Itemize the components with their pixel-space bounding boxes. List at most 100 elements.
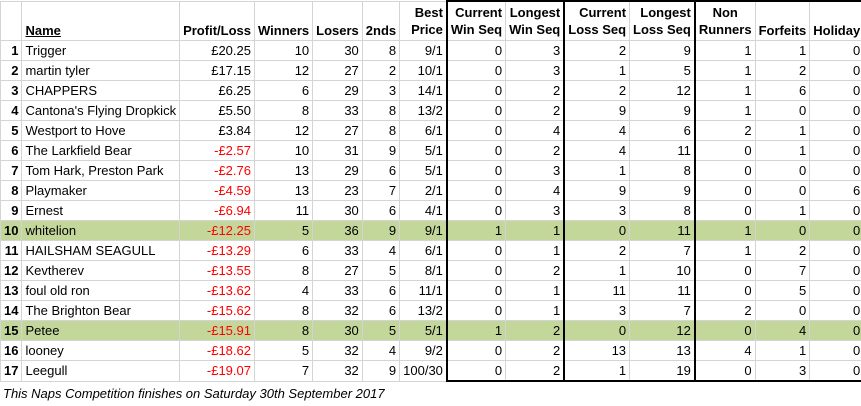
cell-longest-win-seq[interactable]: 2 bbox=[505, 140, 566, 161]
cell-profit-loss[interactable]: £17.15 bbox=[179, 60, 255, 81]
cell-non-runners[interactable]: 1 bbox=[694, 240, 756, 261]
header-non-runners[interactable]: Non Runners bbox=[694, 0, 756, 41]
cell-best-price[interactable]: 9/1 bbox=[399, 220, 448, 241]
cell-longest-win-seq[interactable]: 3 bbox=[505, 40, 566, 61]
cell-current-loss-seq[interactable]: 0 bbox=[563, 220, 631, 241]
cell-current-win-seq[interactable]: 0 bbox=[445, 300, 507, 321]
cell-profit-loss[interactable]: -£19.07 bbox=[179, 360, 255, 382]
cell-non-runners[interactable]: 1 bbox=[694, 40, 756, 61]
cell-losers[interactable]: 27 bbox=[312, 120, 363, 141]
cell-winners[interactable]: 10 bbox=[253, 140, 314, 161]
cell-current-loss-seq[interactable]: 0 bbox=[563, 320, 631, 341]
cell-non-runners[interactable]: 0 bbox=[694, 260, 756, 281]
cell-name[interactable]: Westport to Hove bbox=[21, 120, 181, 141]
cell-holiday[interactable]: 0 bbox=[809, 300, 861, 321]
cell-name[interactable]: The Brighton Bear bbox=[21, 300, 181, 321]
cell-current-win-seq[interactable]: 0 bbox=[445, 40, 507, 61]
cell-longest-win-seq[interactable]: 2 bbox=[505, 320, 566, 341]
cell-losers[interactable]: 32 bbox=[312, 340, 363, 361]
cell-longest-win-seq[interactable]: 2 bbox=[505, 360, 566, 382]
cell-longest-win-seq[interactable]: 1 bbox=[505, 220, 566, 241]
cell-holiday[interactable]: 0 bbox=[809, 120, 861, 141]
cell-current-win-seq[interactable]: 0 bbox=[445, 200, 507, 221]
header-holiday[interactable]: Holiday bbox=[809, 0, 861, 41]
cell-2nds[interactable]: 6 bbox=[361, 160, 401, 181]
cell-holiday[interactable]: 6 bbox=[809, 180, 861, 201]
cell-holiday[interactable]: 0 bbox=[809, 80, 861, 101]
cell-current-loss-seq[interactable]: 1 bbox=[563, 260, 631, 281]
header-profit-loss[interactable]: Profit/Loss bbox=[179, 0, 255, 41]
cell-winners[interactable]: 13 bbox=[253, 160, 314, 181]
cell-2nds[interactable]: 5 bbox=[361, 260, 401, 281]
cell-non-runners[interactable]: 1 bbox=[694, 80, 756, 101]
cell-rank[interactable]: 12 bbox=[0, 260, 23, 281]
cell-holiday[interactable]: 0 bbox=[809, 60, 861, 81]
cell-current-win-seq[interactable]: 0 bbox=[445, 100, 507, 121]
cell-profit-loss[interactable]: £5.50 bbox=[179, 100, 255, 121]
cell-profit-loss[interactable]: £3.84 bbox=[179, 120, 255, 141]
cell-name[interactable]: The Larkfield Bear bbox=[21, 140, 181, 161]
cell-longest-win-seq[interactable]: 2 bbox=[505, 340, 566, 361]
cell-longest-loss-seq[interactable]: 9 bbox=[629, 40, 696, 61]
cell-forfeits[interactable]: 1 bbox=[754, 200, 811, 221]
cell-winners[interactable]: 8 bbox=[253, 260, 314, 281]
cell-current-win-seq[interactable]: 0 bbox=[445, 140, 507, 161]
cell-rank[interactable]: 10 bbox=[0, 220, 23, 241]
cell-2nds[interactable]: 7 bbox=[361, 180, 401, 201]
cell-current-win-seq[interactable]: 0 bbox=[445, 160, 507, 181]
cell-best-price[interactable]: 8/1 bbox=[399, 260, 448, 281]
cell-current-loss-seq[interactable]: 2 bbox=[563, 240, 631, 261]
cell-longest-loss-seq[interactable]: 6 bbox=[629, 120, 696, 141]
cell-best-price[interactable]: 6/1 bbox=[399, 240, 448, 261]
cell-current-win-seq[interactable]: 0 bbox=[445, 340, 507, 361]
cell-winners[interactable]: 8 bbox=[253, 300, 314, 321]
cell-forfeits[interactable]: 0 bbox=[754, 180, 811, 201]
cell-rank[interactable]: 16 bbox=[0, 340, 23, 361]
cell-2nds[interactable]: 8 bbox=[361, 120, 401, 141]
cell-non-runners[interactable]: 0 bbox=[694, 160, 756, 181]
cell-rank[interactable]: 7 bbox=[0, 160, 23, 181]
cell-2nds[interactable]: 4 bbox=[361, 240, 401, 261]
cell-current-win-seq[interactable]: 0 bbox=[445, 260, 507, 281]
cell-current-loss-seq[interactable]: 1 bbox=[563, 60, 631, 81]
cell-name[interactable]: martin tyler bbox=[21, 60, 181, 81]
cell-rank[interactable]: 17 bbox=[0, 360, 23, 382]
cell-profit-loss[interactable]: -£18.62 bbox=[179, 340, 255, 361]
cell-name[interactable]: Kevtherev bbox=[21, 260, 181, 281]
cell-2nds[interactable]: 9 bbox=[361, 140, 401, 161]
cell-longest-loss-seq[interactable]: 12 bbox=[629, 320, 696, 341]
cell-rank[interactable]: 3 bbox=[0, 80, 23, 101]
cell-winners[interactable]: 5 bbox=[253, 340, 314, 361]
cell-2nds[interactable]: 8 bbox=[361, 40, 401, 61]
cell-rank[interactable]: 5 bbox=[0, 120, 23, 141]
cell-longest-loss-seq[interactable]: 11 bbox=[629, 140, 696, 161]
cell-losers[interactable]: 23 bbox=[312, 180, 363, 201]
cell-forfeits[interactable]: 1 bbox=[754, 340, 811, 361]
cell-holiday[interactable]: 0 bbox=[809, 280, 861, 301]
cell-current-loss-seq[interactable]: 9 bbox=[563, 100, 631, 121]
cell-profit-loss[interactable]: -£12.25 bbox=[179, 220, 255, 241]
cell-best-price[interactable]: 6/1 bbox=[399, 120, 448, 141]
cell-name[interactable]: HAILSHAM SEAGULL bbox=[21, 240, 181, 261]
cell-forfeits[interactable]: 4 bbox=[754, 320, 811, 341]
cell-holiday[interactable]: 0 bbox=[809, 240, 861, 261]
header-best-price[interactable]: Best Price bbox=[399, 0, 448, 41]
header-losers[interactable]: Losers bbox=[312, 0, 363, 41]
cell-longest-win-seq[interactable]: 1 bbox=[505, 240, 566, 261]
cell-rank[interactable]: 2 bbox=[0, 60, 23, 81]
cell-best-price[interactable]: 13/2 bbox=[399, 100, 448, 121]
cell-longest-loss-seq[interactable]: 9 bbox=[629, 180, 696, 201]
cell-losers[interactable]: 30 bbox=[312, 320, 363, 341]
cell-winners[interactable]: 7 bbox=[253, 360, 314, 382]
cell-profit-loss[interactable]: -£2.76 bbox=[179, 160, 255, 181]
cell-best-price[interactable]: 10/1 bbox=[399, 60, 448, 81]
cell-current-loss-seq[interactable]: 1 bbox=[563, 160, 631, 181]
cell-current-win-seq[interactable]: 0 bbox=[445, 180, 507, 201]
cell-forfeits[interactable]: 1 bbox=[754, 40, 811, 61]
cell-holiday[interactable]: 0 bbox=[809, 320, 861, 341]
cell-forfeits[interactable]: 5 bbox=[754, 280, 811, 301]
cell-losers[interactable]: 33 bbox=[312, 100, 363, 121]
cell-winners[interactable]: 12 bbox=[253, 120, 314, 141]
header-current-loss-seq[interactable]: Current Loss Seq bbox=[563, 0, 631, 41]
cell-holiday[interactable]: 0 bbox=[809, 200, 861, 221]
